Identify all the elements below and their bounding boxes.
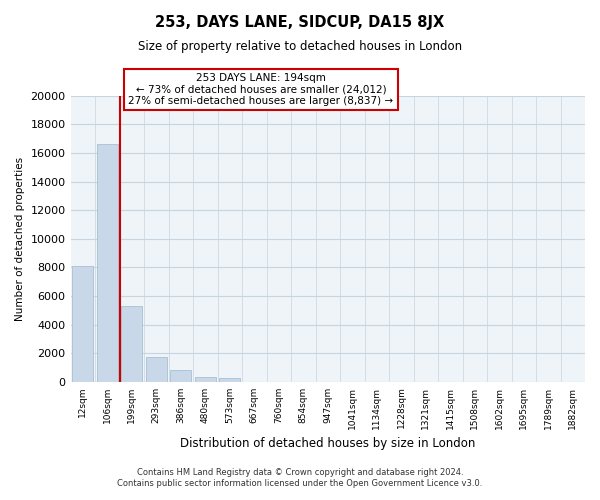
X-axis label: Distribution of detached houses by size in London: Distribution of detached houses by size … (180, 437, 475, 450)
Bar (97, 144, 118, 382)
Bar (146, 356, 167, 382)
Bar (73, 266, 93, 382)
Y-axis label: Number of detached properties: Number of detached properties (15, 156, 25, 321)
Text: 253, DAYS LANE, SIDCUP, DA15 8JX: 253, DAYS LANE, SIDCUP, DA15 8JX (155, 15, 445, 30)
Bar (121, 306, 142, 382)
Text: Size of property relative to detached houses in London: Size of property relative to detached ho… (138, 40, 462, 53)
Text: 253 DAYS LANE: 194sqm
← 73% of detached houses are smaller (24,012)
27% of semi-: 253 DAYS LANE: 194sqm ← 73% of detached … (128, 73, 394, 106)
Bar (195, 378, 215, 382)
Bar (220, 378, 240, 382)
Text: Contains HM Land Registry data © Crown copyright and database right 2024.
Contai: Contains HM Land Registry data © Crown c… (118, 468, 482, 487)
Bar (170, 370, 191, 382)
